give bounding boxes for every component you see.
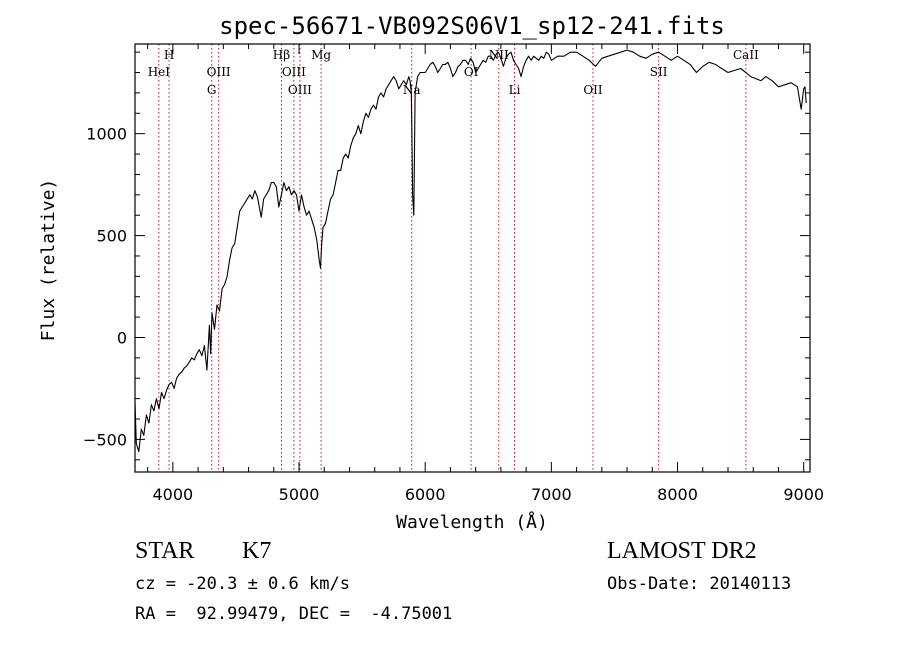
object-class: STAR: [135, 538, 195, 564]
x-tick-label-3: 7000: [531, 485, 572, 504]
y-axis-ticks: −500 0 500 1000: [83, 51, 810, 461]
line-label-0: H: [164, 48, 174, 62]
y-axis-label: Flux (relative): [38, 179, 59, 342]
line-label-2: OIII: [207, 65, 231, 79]
y-tick-label-2: 500: [96, 227, 127, 246]
chart-title: spec-56671-VB092S06V1_sp12-241.fits: [219, 12, 725, 40]
x-tick-label-5: 9000: [783, 485, 824, 504]
x-tick-label-4: 8000: [657, 485, 698, 504]
plot-frame: [134, 43, 811, 473]
survey-name: LAMOST DR2: [607, 538, 757, 564]
x-tick-label-2: 6000: [405, 485, 446, 504]
line-label-6: OIII: [288, 83, 312, 97]
spectrum-line: [134, 49, 807, 453]
line-label-5: OIII: [282, 65, 306, 79]
spectral-line-markers: [158, 44, 747, 472]
x-tick-label-0: 4000: [152, 485, 193, 504]
y-tick-label-3: 1000: [86, 125, 127, 144]
y-tick-label-0: −500: [83, 430, 127, 449]
y-tick-label-1: 0: [117, 328, 127, 347]
line-label-14: CaII: [733, 48, 759, 62]
coordinates: RA = 92.99479, DEC = -4.75001: [135, 604, 453, 624]
object-subclass: K7: [242, 538, 272, 564]
line-label-3: G: [207, 83, 217, 97]
line-label-4: Hβ: [273, 48, 290, 62]
obs-date: Obs-Date: 20140113: [607, 574, 792, 594]
line-label-7: Mg: [311, 48, 331, 62]
redshift-text: cz = -20.3 ± 0.6 km/s: [135, 574, 350, 594]
line-label-13: SII: [650, 65, 668, 79]
x-axis-label: Wavelength (Å): [396, 511, 548, 533]
x-tick-label-1: 5000: [279, 485, 320, 504]
line-label-1: HeI: [148, 65, 171, 79]
x-axis-ticks: 4000 5000 6000 7000 8000 9000: [147, 44, 824, 504]
line-label-12: OII: [583, 83, 603, 97]
line-label-11: Li: [509, 83, 521, 97]
